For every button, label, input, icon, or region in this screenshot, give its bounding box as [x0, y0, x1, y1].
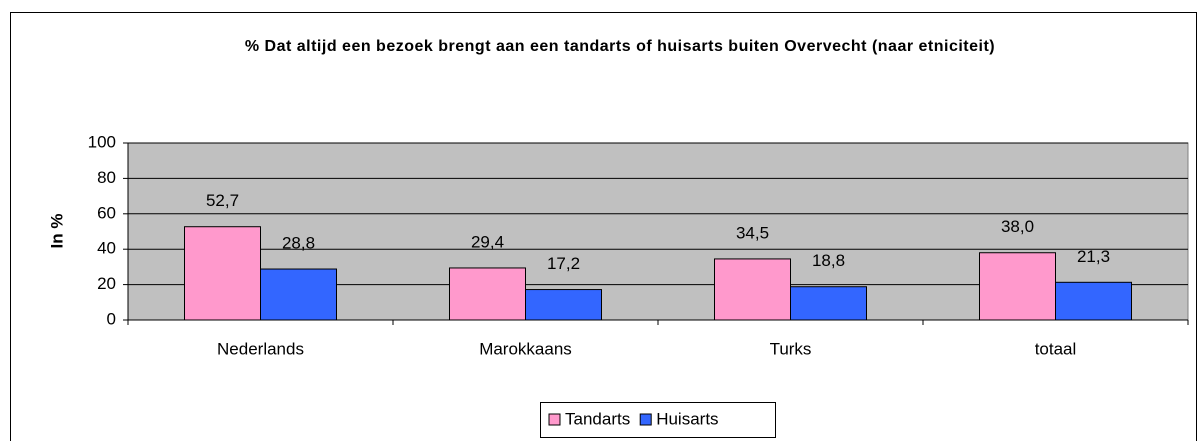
bar [790, 286, 867, 321]
value-label: 52,7 [206, 191, 239, 210]
legend-box [540, 402, 776, 438]
bar [184, 226, 261, 321]
y-tick-label: 20 [97, 274, 116, 293]
x-tick-label: Marokkaans [479, 339, 572, 358]
y-tick-label: 100 [88, 132, 116, 151]
bar [1055, 281, 1132, 321]
y-axis-label: In % [47, 214, 66, 249]
y-tick-label: 80 [97, 168, 116, 187]
value-label: 21,3 [1077, 247, 1110, 266]
x-tick-label: totaal [1035, 339, 1077, 358]
legend-label: Tandarts [565, 409, 630, 428]
bar [979, 252, 1056, 321]
value-label: 18,8 [812, 251, 845, 270]
value-label: 28,8 [282, 234, 315, 253]
value-label: 17,2 [547, 254, 580, 273]
bar [525, 289, 602, 321]
x-tick-label: Nederlands [217, 339, 304, 358]
value-label: 34,5 [736, 223, 769, 242]
value-label: 29,4 [471, 232, 504, 251]
bar [714, 258, 791, 321]
legend-swatch [548, 413, 561, 426]
x-tick-label: Turks [770, 339, 812, 358]
value-label: 38,0 [1001, 217, 1034, 236]
bar [449, 267, 526, 321]
legend-swatch [639, 413, 652, 426]
chart-title: % Dat altijd een bezoek brengt aan een t… [244, 38, 996, 55]
y-tick-label: 40 [97, 239, 116, 258]
legend-label: Huisarts [656, 409, 718, 428]
bar [260, 268, 337, 321]
y-tick-label: 60 [97, 203, 116, 222]
y-tick-label: 0 [107, 309, 116, 328]
